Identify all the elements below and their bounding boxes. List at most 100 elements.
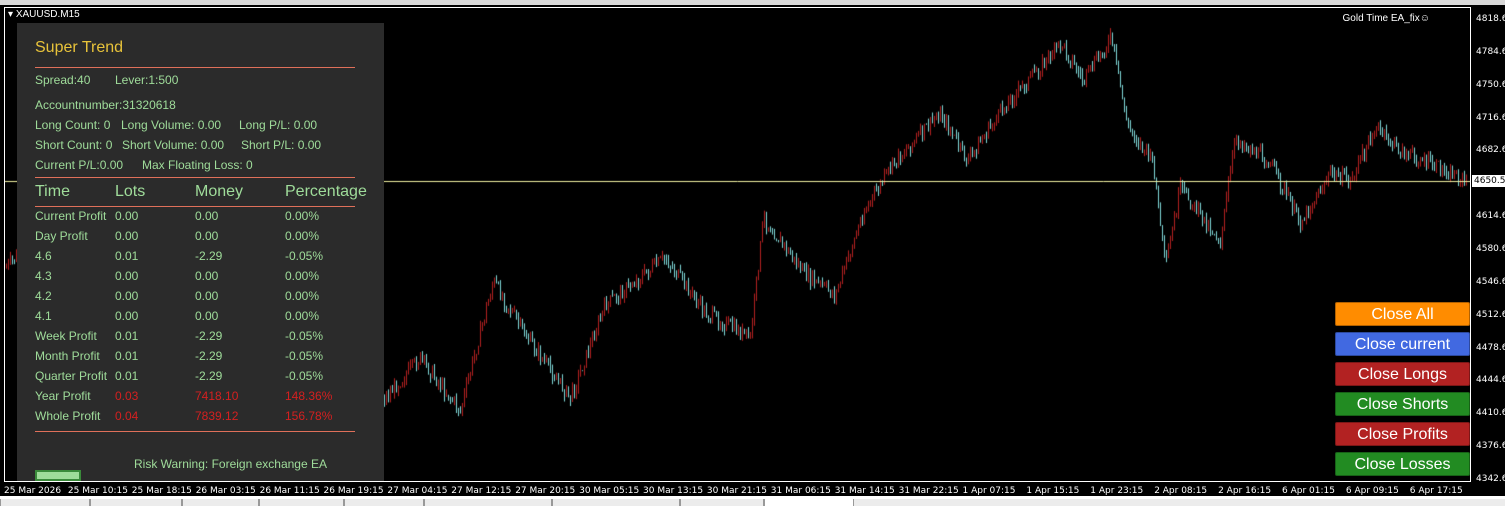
- row-lots: 0.03: [115, 389, 139, 403]
- time-tick: 25 Mar 18:15: [131, 486, 192, 496]
- row-lots: 0.00: [115, 229, 139, 243]
- time-tick: 27 Mar 04:15: [387, 486, 448, 496]
- current-price-label: 4650.5: [1472, 175, 1505, 187]
- short-count: Short Count: 0: [35, 138, 113, 152]
- price-tick: 4342.6: [1476, 474, 1505, 485]
- row-pct: -0.05%: [285, 249, 324, 263]
- chart-tab-active[interactable]: [764, 499, 854, 506]
- long-pl: Long P/L: 0.00: [239, 118, 318, 132]
- long-volume: Long Volume: 0.00: [121, 118, 222, 132]
- chart-tab[interactable]: [424, 499, 552, 506]
- row-money: -2.29: [195, 369, 223, 383]
- risk-warning: Risk Warning: Foreign exchange EA: [134, 457, 327, 471]
- close-shorts-button[interactable]: Close Shorts: [1335, 392, 1470, 416]
- price-tick: 4546.6: [1476, 276, 1505, 287]
- row-money: -2.29: [195, 329, 223, 343]
- time-tick: 30 Mar 05:15: [579, 486, 640, 496]
- row-label: Quarter Profit: [35, 369, 108, 383]
- smiley-icon[interactable]: ☺: [1419, 13, 1430, 24]
- time-tick: 31 Mar 06:15: [770, 486, 831, 496]
- time-tick: 2 Apr 16:15: [1218, 486, 1272, 496]
- row-money: -2.29: [195, 249, 223, 263]
- divider: [35, 206, 355, 207]
- row-lots: 0.01: [115, 349, 139, 363]
- row-money: 0.00: [195, 229, 219, 243]
- row-label: Month Profit: [35, 349, 100, 363]
- price-tick: 4818.6: [1476, 14, 1505, 24]
- time-tick: 27 Mar 20:15: [515, 486, 576, 496]
- ea-label: Gold Time EA_fix☺: [1343, 13, 1430, 24]
- close-longs-button[interactable]: Close Longs: [1335, 362, 1470, 386]
- close-current-button[interactable]: Close current: [1335, 332, 1470, 356]
- row-pct: 0.00%: [285, 309, 320, 323]
- time-tick: 26 Mar 19:15: [323, 486, 384, 496]
- chart-tab[interactable]: [90, 499, 182, 506]
- row-pct: 0.00%: [285, 269, 320, 283]
- row-lots: 0.00: [115, 309, 139, 323]
- chart-tab[interactable]: [259, 499, 344, 506]
- price-tick: 4478.6: [1476, 342, 1505, 353]
- chart-tabs: [0, 499, 1505, 506]
- chart-tab[interactable]: [182, 499, 259, 506]
- row-money: 0.00: [195, 309, 219, 323]
- close-profits-button[interactable]: Close Profits: [1335, 422, 1470, 446]
- row-money: 0.00: [195, 269, 219, 283]
- chart-tab[interactable]: [680, 499, 764, 506]
- account-number: Accountnumber:31320618: [35, 98, 176, 112]
- row-pct: 0.00%: [285, 229, 320, 243]
- time-tick: 25 Mar 2026: [4, 486, 62, 496]
- price-tick: 4716.6: [1476, 112, 1505, 123]
- spread: Spread:40: [35, 73, 91, 87]
- row-label: Week Profit: [35, 329, 97, 343]
- time-tick: 30 Mar 13:15: [643, 486, 704, 496]
- row-label: Year Profit: [35, 389, 91, 403]
- row-lots: 0.01: [115, 369, 139, 383]
- header-time: Time: [35, 183, 70, 200]
- row-pct: -0.05%: [285, 349, 324, 363]
- time-tick: 1 Apr 23:15: [1090, 486, 1144, 496]
- row-pct: -0.05%: [285, 369, 324, 383]
- super-trend-panel: Super Trend Spread:40 Lever:1:500 Accoun…: [17, 23, 384, 481]
- time-tick: 6 Apr 09:15: [1345, 486, 1399, 496]
- row-money: 0.00: [195, 289, 219, 303]
- row-label: 4.6: [35, 249, 52, 263]
- chart-symbol[interactable]: ▾ XAUUSD.M15: [8, 9, 80, 20]
- price-tick: 4512.6: [1476, 309, 1505, 320]
- divider: [35, 431, 355, 432]
- chart-tab[interactable]: [552, 499, 680, 506]
- row-lots: 0.00: [115, 269, 139, 283]
- time-tick: 26 Mar 03:15: [195, 486, 256, 496]
- price-tick: 4614.6: [1476, 211, 1505, 222]
- divider: [35, 67, 355, 68]
- row-lots: 0.01: [115, 329, 139, 343]
- time-tick: 25 Mar 10:15: [67, 486, 128, 496]
- header-lots: Lots: [115, 183, 146, 200]
- header-percentage: Percentage: [285, 183, 367, 200]
- time-tick: 1 Apr 15:15: [1026, 486, 1080, 496]
- close-all-button[interactable]: Close All: [1335, 302, 1470, 326]
- row-pct: 148.36%: [285, 389, 333, 403]
- price-tick: 4750.6: [1476, 79, 1505, 90]
- row-pct: 156.78%: [285, 409, 333, 423]
- price-tick: 4410.6: [1476, 408, 1505, 419]
- row-money: 7839.12: [195, 409, 239, 423]
- row-lots: 0.01: [115, 249, 139, 263]
- row-lots: 0.00: [115, 209, 139, 223]
- time-tick: 30 Mar 21:15: [706, 486, 767, 496]
- chart-tab[interactable]: [0, 499, 90, 506]
- price-tick: 4784.6: [1476, 46, 1505, 57]
- row-pct: -0.05%: [285, 329, 324, 343]
- close-losses-button[interactable]: Close Losses: [1335, 452, 1470, 476]
- row-money: 7418.10: [195, 389, 239, 403]
- time-tick: 6 Apr 01:15: [1282, 486, 1335, 496]
- ea-name: Gold Time EA_fix: [1342, 13, 1420, 24]
- row-money: 0.00: [195, 209, 219, 223]
- chart-tab[interactable]: [344, 499, 424, 506]
- row-label: Current Profit: [35, 209, 107, 223]
- time-tick: 26 Mar 11:15: [259, 486, 320, 496]
- time-tick: 31 Mar 22:15: [898, 486, 959, 496]
- row-label: 4.2: [35, 289, 52, 303]
- time-tick: 27 Mar 12:15: [451, 486, 512, 496]
- price-tick: 4682.6: [1476, 145, 1505, 156]
